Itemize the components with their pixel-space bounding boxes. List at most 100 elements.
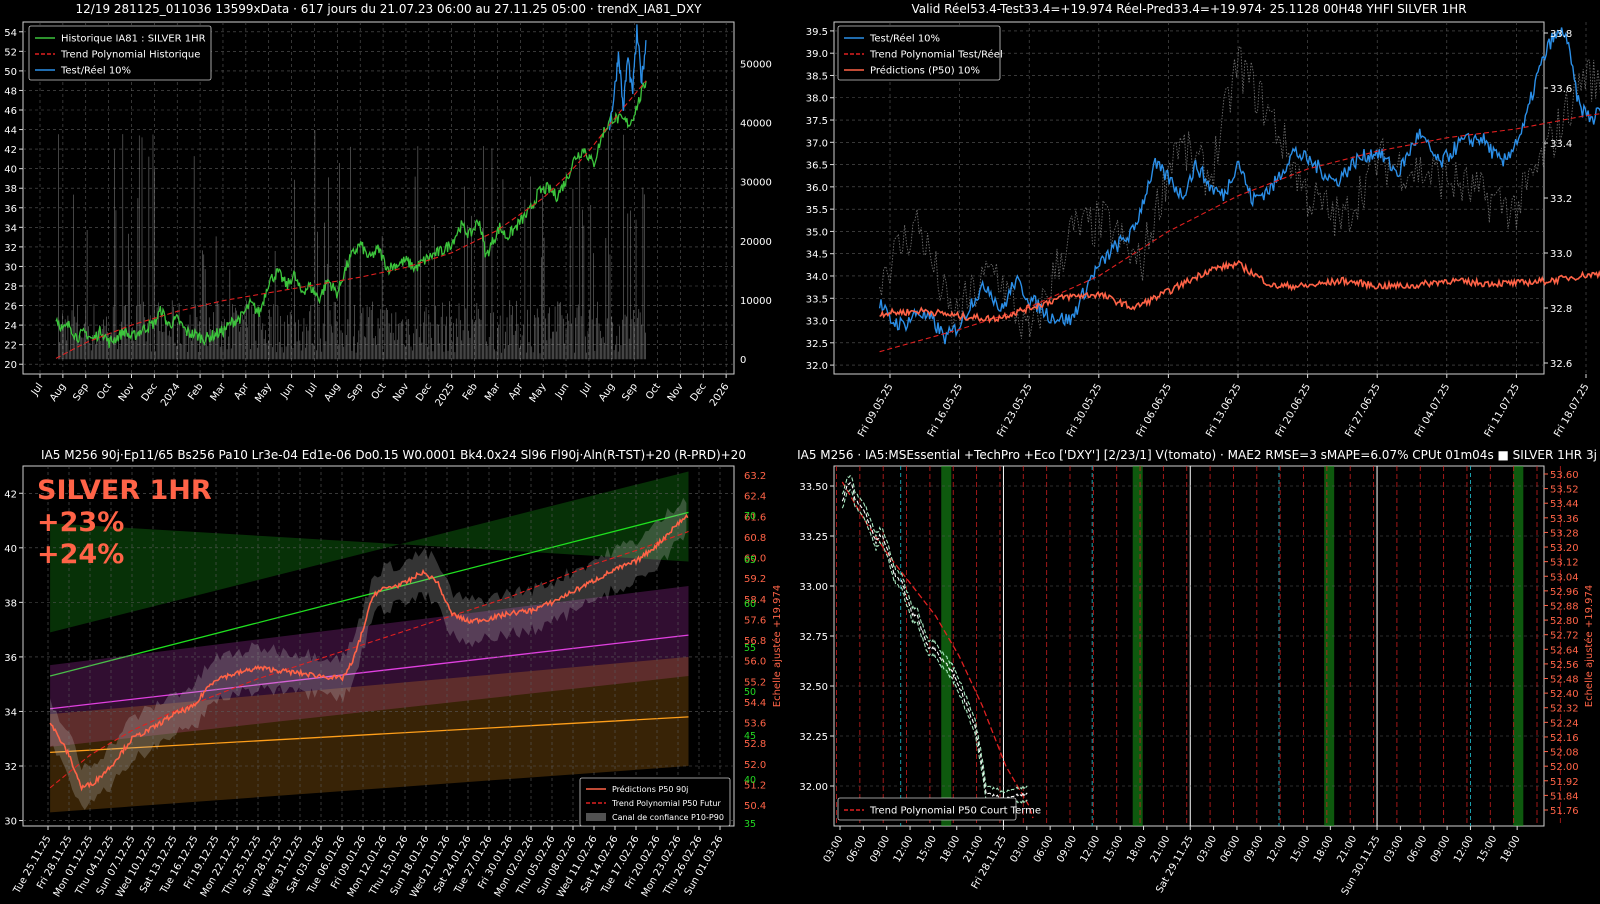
y-tick-label: 33.25 — [799, 532, 828, 543]
grid — [23, 22, 734, 374]
grid — [834, 22, 1587, 374]
x-tick-label: Nov — [391, 381, 411, 403]
series-test-reel — [608, 24, 647, 131]
chart-title: IA5 M256 90j·Ep11/65 Bs256 Pa10 Lr3e-04 … — [41, 448, 746, 462]
x-tick-label: Fri 13.06.25 — [1204, 382, 1243, 439]
x-tick-label: 21:00 — [1149, 834, 1173, 864]
y2-tick-label: 56.0 — [744, 657, 766, 668]
x-tick-label: 06:00 — [1032, 834, 1056, 864]
y-tick-label: 32.0 — [806, 361, 828, 372]
x-tick-label: 06:00 — [845, 834, 869, 864]
y-tick-label: 32.00 — [799, 782, 828, 793]
y-tick-label: 50 — [4, 67, 17, 78]
y2-tick-label: 10000 — [740, 296, 772, 307]
y2-tick-label: 52.72 — [1550, 631, 1579, 642]
x-tick-label: 18:00 — [938, 834, 962, 864]
legend-label: Trend Polynomial P50 Court Terme — [869, 806, 1041, 817]
y2-tick-label: 33.2 — [1550, 194, 1572, 205]
x-tick-label: Dec — [689, 381, 709, 403]
legend-label: Historique IA81 : SILVER 1HR — [61, 34, 206, 45]
y2-tick-label: 51.84 — [1550, 791, 1579, 802]
x-tick-label: Jun — [278, 381, 297, 401]
chart-title: IA5 M256 · IA5:MSEssential +TechPro +Eco… — [797, 448, 1597, 462]
overlay-text: SILVER 1HR — [37, 475, 212, 506]
y2-tick-label: 52.88 — [1550, 601, 1579, 612]
y2-tick-label: 57.6 — [744, 615, 766, 626]
session-band — [1513, 466, 1524, 826]
y2-tick-label: 52.96 — [1550, 587, 1579, 598]
y2-tick-label: 52.08 — [1550, 748, 1579, 759]
y2-tick-label: 32.8 — [1550, 304, 1572, 315]
x-tick-label: Aug — [323, 381, 343, 403]
y2-tick-label: 30000 — [740, 178, 772, 189]
y3-tick-label: 50 — [744, 687, 756, 698]
y3-tick-label: 65 — [744, 555, 756, 566]
legend-label: Test/Réel 10% — [60, 65, 131, 77]
x-tick-label: Fri 11.07.25 — [1483, 382, 1522, 439]
session-markers — [836, 466, 1561, 826]
x-tick-label: 03:00 — [1195, 834, 1219, 864]
y-tick-label: 28 — [4, 282, 17, 293]
y2-tick-label: 50.4 — [744, 801, 766, 812]
y3-tick-label: 45 — [744, 731, 756, 742]
series-p50-band — [841, 475, 1028, 794]
series-historique — [55, 80, 647, 348]
x-tick-label: Feb — [461, 381, 480, 402]
legend-box — [579, 777, 731, 827]
series-p50-band — [841, 482, 1028, 801]
x-tick-label: 21:00 — [962, 834, 986, 864]
x-tick-label: Oct — [95, 381, 114, 402]
x-tick-label: Jul — [29, 381, 46, 398]
x-tick-label: 2026 — [708, 381, 732, 408]
chart-prediction-90j: 30 32 34 36 38 40 42 50.4 51.2 52.0 52.8 53.6 54.4 55… — [4, 448, 783, 900]
y-tick-label: 36 — [4, 653, 17, 664]
series-canal-confiance — [50, 497, 687, 811]
y2-tick-label: 52.56 — [1550, 660, 1579, 671]
chart-title: Valid Réel53.4-Test33.4=+19.974 Réel-Pre… — [911, 2, 1466, 16]
x-tick-label: 2025 — [434, 381, 458, 408]
legend-label: Canal de confiance P10-P90 — [612, 813, 724, 822]
y2-tick-label: 53.36 — [1550, 514, 1579, 525]
y-tick-label: 32.75 — [799, 632, 828, 643]
y-tick-label: 33.0 — [806, 317, 828, 328]
y-tick-label: 35.0 — [806, 227, 828, 238]
channel-midline — [50, 634, 689, 710]
y2-tick-label: 52.00 — [1550, 762, 1579, 773]
x-tick-label: Aug — [597, 381, 617, 403]
chart-historique: 20 22 24 26 28 30 32 34 36 38 40 42 44 46 48 50 52 54 0 100… — [4, 2, 772, 409]
legend: Historique IA81 : SILVER 1HR Trend Polyno… — [28, 25, 212, 81]
y3-tick-label: 55 — [744, 643, 756, 654]
grid — [834, 485, 1544, 787]
y-tick-label: 42 — [4, 489, 17, 500]
overlay-text: +24% — [37, 539, 124, 570]
grid — [23, 466, 734, 826]
y-tick-label: 37.0 — [806, 138, 828, 149]
chart-court-terme: 32.00 32.25 32.50 32.75 33.00 33.25 33.50 51.76… — [797, 448, 1597, 897]
y-tick-label: 40 — [4, 165, 17, 176]
y2-tick-label: 52.16 — [1550, 733, 1579, 744]
x-tick-label: Jun — [553, 381, 572, 401]
overlay-text: +23% — [37, 507, 124, 538]
y-tick-label: 52 — [4, 47, 17, 58]
y2-tick-label: 51.76 — [1550, 806, 1579, 817]
x-tick-label: 15:00 — [915, 834, 939, 864]
x-tick-label: 09:00 — [1429, 834, 1453, 864]
x-tick-label: Sep — [620, 381, 640, 403]
y-tick-label: 24 — [4, 321, 17, 332]
volume-bars — [57, 130, 646, 360]
y3-tick-label: 60 — [744, 599, 756, 610]
x-tick-label: 03:00 — [1008, 834, 1032, 864]
y-tick-label: 30 — [4, 817, 17, 828]
y2-tick-label: 50000 — [740, 59, 772, 70]
y-tick-label: 38.0 — [806, 94, 828, 105]
series-predictions — [879, 259, 1600, 324]
y2-tick-label: 52.80 — [1550, 616, 1579, 627]
legend: Prédictions P50 90j Trend Polynomial P50 … — [579, 777, 731, 827]
y2-tick-label: 53.04 — [1550, 572, 1579, 583]
y-tick-label: 32.5 — [806, 339, 828, 350]
y-tick-label: 35.5 — [806, 205, 828, 216]
y2-tick-label: 59.2 — [744, 574, 766, 585]
y2-tick-label: 51.92 — [1550, 777, 1579, 788]
